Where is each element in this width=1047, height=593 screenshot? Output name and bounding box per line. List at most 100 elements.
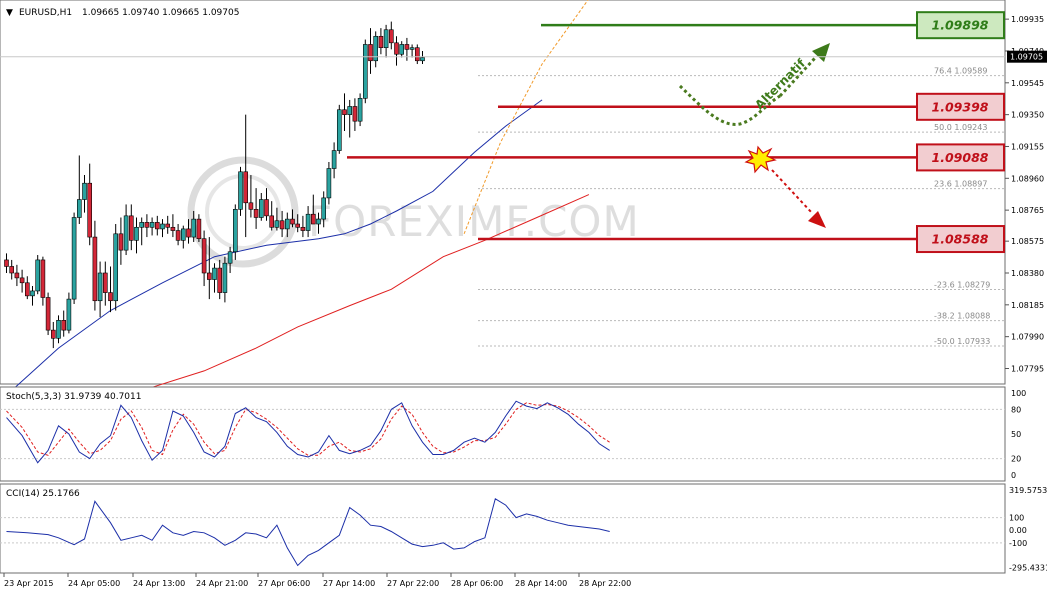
- candle-bear: [368, 44, 373, 62]
- candle-bear: [243, 171, 248, 204]
- candle-bull: [321, 197, 327, 220]
- fib-level-label: 76.4 1.09589: [934, 67, 987, 76]
- cci-panel[interactable]: CCI(14) 25.1766 319.5753 100 0.00 -100 -295.…: [0, 483, 1047, 574]
- level-label: 1.09898: [932, 18, 989, 33]
- candle-bull: [35, 259, 41, 292]
- candle-bear: [295, 223, 301, 228]
- cci-line: [6, 498, 610, 567]
- candle-bull: [134, 226, 139, 241]
- candle-bull: [284, 218, 290, 230]
- candle-bull: [149, 222, 155, 228]
- candle-bear: [9, 266, 14, 274]
- price-tick-label: 1.09935: [1011, 15, 1044, 24]
- price-tick-label: 1.09155: [1011, 142, 1044, 151]
- time-tick-label: 28 Apr 22:00: [579, 579, 631, 588]
- fib-level-label: -38.2 1.08088: [934, 312, 990, 321]
- cci-tick-label: 0.00: [1009, 526, 1027, 535]
- candle-bull: [258, 199, 264, 218]
- price-tick-label: 1.08575: [1011, 237, 1044, 246]
- fib-level-label: -23.6 1.08279: [934, 280, 990, 289]
- candle-bull: [82, 182, 87, 200]
- time-tick-label: 28 Apr 06:00: [451, 579, 503, 588]
- candle-bear: [118, 233, 124, 251]
- candle-bear: [414, 47, 420, 62]
- cci-tick-label: 100: [1009, 514, 1024, 523]
- level-label: 1.08588: [932, 232, 989, 247]
- candle-bull: [66, 298, 72, 331]
- candle-bull: [316, 218, 321, 225]
- candle-bull: [409, 47, 415, 50]
- candle-bull: [362, 44, 368, 99]
- candle-bear: [248, 202, 254, 210]
- level-box: [916, 11, 1005, 40]
- ma-blue-line: [11, 99, 543, 391]
- stoch-signal-line: [6, 402, 610, 456]
- candle-bear: [103, 272, 108, 293]
- candle-bear: [40, 259, 46, 298]
- candle-bear: [175, 230, 181, 241]
- candle-bull: [305, 213, 311, 231]
- level-box: [916, 225, 1005, 254]
- candle-bull: [139, 222, 144, 228]
- candle-bull: [331, 150, 337, 169]
- candle-bull: [357, 98, 363, 122]
- candle-bull: [212, 267, 217, 280]
- candle-bull: [373, 35, 379, 62]
- candle-bull: [399, 44, 405, 55]
- fib-level-label: 50.0 1.09243: [934, 123, 987, 132]
- time-tick-label: 24 Apr 21:00: [196, 579, 248, 588]
- candle-bull: [336, 109, 342, 151]
- cci-line: [0, 498, 1005, 567]
- candle-bear: [14, 272, 20, 279]
- candle-bear: [24, 282, 30, 297]
- candle-bear: [50, 329, 56, 339]
- candle-bear: [279, 220, 285, 230]
- candle-bear: [108, 292, 113, 302]
- candle-bear: [253, 209, 259, 218]
- candle-bear: [394, 42, 399, 55]
- support-resistance-levels: 1.09898 1.09398 1.09088 1.08588: [347, 11, 1005, 254]
- candle-bull: [181, 228, 186, 241]
- level-box: [916, 143, 1005, 172]
- time-tick-label: 27 Apr 06:00: [258, 579, 310, 588]
- candle-bear: [207, 272, 212, 280]
- chart-symbol: EURUSD,H1: [19, 8, 72, 18]
- price-tick-label: 1.09545: [1011, 79, 1044, 88]
- candle-bear: [4, 259, 9, 267]
- stoch-lines: [0, 400, 1005, 464]
- stoch-panel-frame: [0, 386, 1006, 482]
- stoch-label: Stoch(5,3,3) 31.9739 40.7011: [6, 392, 141, 402]
- alternatif-arrow-shaft: [778, 56, 817, 98]
- level-label: 1.09398: [932, 99, 989, 114]
- arrow-down-icon: [808, 211, 826, 228]
- stoch-panel[interactable]: Stoch(5,3,3) 31.9739 40.7011 100 80 50 20 0: [0, 386, 1026, 482]
- candle-bull: [326, 168, 332, 199]
- candle-bear: [264, 199, 269, 217]
- candle-bear: [378, 35, 384, 49]
- time-tick-label: 27 Apr 14:00: [323, 579, 375, 588]
- cci-axis: 319.5753 100 0.00 -100 -295.4331: [1009, 486, 1047, 572]
- candle-bear: [342, 109, 347, 115]
- price-tick-label: 1.08380: [1011, 269, 1044, 278]
- alternatif-arrow-curve: [678, 84, 781, 126]
- time-tick-label: 28 Apr 14:00: [515, 579, 567, 588]
- time-tick-label: 24 Apr 13:00: [133, 579, 185, 588]
- candle-bear: [155, 222, 160, 230]
- candle-bull: [233, 209, 238, 253]
- current-price-label: 1.09705: [1010, 53, 1043, 62]
- candle-bear: [310, 213, 316, 225]
- price-tick-label: 1.09350: [1011, 111, 1044, 120]
- candle-bear: [165, 223, 170, 228]
- fib-level-label: -50.0 1.07933: [934, 337, 990, 346]
- cci-panel-frame: [0, 483, 1006, 574]
- candle-bull: [77, 199, 82, 218]
- candle-bull: [30, 290, 35, 297]
- time-tick-label: 23 Apr 2015: [4, 579, 53, 588]
- time-tick-label: 27 Apr 22:00: [387, 579, 439, 588]
- fib-level-label: 23.6 1.08897: [934, 180, 987, 189]
- candle-bear: [129, 215, 134, 241]
- level-box: [916, 92, 1005, 121]
- header-arrow[interactable]: ▼: [6, 8, 13, 18]
